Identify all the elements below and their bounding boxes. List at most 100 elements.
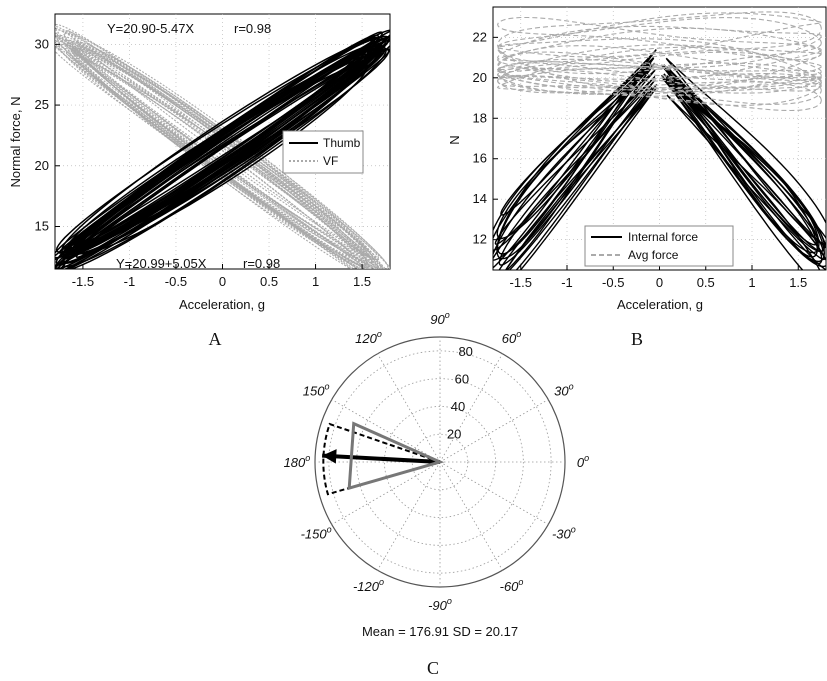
angle-value: -30 bbox=[552, 527, 572, 542]
panel-b-y-ticks: 12 14 16 18 20 22 bbox=[473, 29, 498, 247]
panel-b-legend-label-avg: Avg force bbox=[628, 248, 679, 262]
degree-mark: o bbox=[377, 329, 382, 339]
panel-c-radial-labels: 20 40 60 80 bbox=[447, 344, 473, 442]
angle-value: 60 bbox=[502, 331, 517, 346]
polar-spoke bbox=[331, 399, 441, 463]
x-tick-label: -1 bbox=[124, 274, 136, 289]
panel-c-label: C bbox=[427, 658, 439, 678]
panel-a-label: A bbox=[209, 329, 222, 349]
angle-tick-label: 90o bbox=[430, 310, 449, 327]
panel-a-equation-top: Y=20.90-5.47X bbox=[107, 21, 194, 36]
panel-c-summary: Mean = 176.91 SD = 20.17 bbox=[362, 624, 518, 639]
angle-tick-label: 150o bbox=[303, 381, 330, 398]
panel-a-legend-label-thumb: Thumb bbox=[323, 136, 361, 150]
degree-mark: o bbox=[516, 329, 521, 339]
internal-force-curve bbox=[662, 78, 820, 254]
polar-mean-arrowhead bbox=[322, 449, 337, 464]
avg-force-curve bbox=[496, 51, 822, 95]
angle-tick-label: -150o bbox=[301, 525, 332, 542]
degree-mark: o bbox=[447, 596, 452, 606]
panel-a-y-label: Normal force, N bbox=[8, 96, 23, 187]
x-tick-label: 0 bbox=[219, 274, 226, 289]
x-tick-label: -0.5 bbox=[602, 275, 624, 290]
degree-mark: o bbox=[518, 577, 523, 587]
internal-force-curve bbox=[666, 75, 826, 270]
avg-force-curve bbox=[496, 27, 822, 83]
x-tick-label: 1.5 bbox=[789, 275, 807, 290]
panel-b-legend-label-internal: Internal force bbox=[628, 230, 698, 244]
y-tick-label: 12 bbox=[473, 232, 487, 247]
polar-spoke bbox=[377, 353, 441, 463]
degree-mark: o bbox=[305, 453, 310, 463]
radial-tick-label: 40 bbox=[451, 399, 465, 414]
panel-c-shapes bbox=[322, 421, 445, 496]
panel-a-r-bottom: r=0.98 bbox=[243, 256, 280, 271]
polar-ring bbox=[356, 378, 524, 546]
angle-value: 150 bbox=[303, 383, 325, 398]
y-tick-label: 15 bbox=[35, 219, 49, 234]
internal-force-curve bbox=[665, 57, 826, 246]
panel-b-series bbox=[493, 11, 826, 270]
panel-a-chart: -1.5 -1 -0.5 0 0.5 1 1.5 15 20 25 30 Y=20.90-5.47… bbox=[8, 13, 391, 349]
avg-force-curve bbox=[497, 16, 822, 61]
angle-value: 0 bbox=[577, 455, 585, 470]
radial-tick-label: 80 bbox=[458, 344, 472, 359]
y-tick-label: 25 bbox=[35, 97, 49, 112]
angle-tick-label: -60o bbox=[500, 577, 524, 594]
polar-sd-sector bbox=[322, 422, 444, 496]
x-tick-label: -1.5 bbox=[510, 275, 532, 290]
panel-b-legend: Internal force Avg force bbox=[584, 225, 734, 267]
degree-mark: o bbox=[445, 310, 450, 320]
panel-a-legend-box bbox=[282, 130, 364, 174]
avg-force-curve bbox=[497, 73, 822, 94]
y-tick-label: 18 bbox=[473, 110, 487, 125]
loop-thumb bbox=[58, 46, 387, 269]
angle-value: 90 bbox=[430, 312, 445, 327]
loop-vf bbox=[72, 50, 373, 258]
degree-mark: o bbox=[327, 525, 332, 535]
polar-spoke bbox=[331, 461, 441, 525]
degree-mark: o bbox=[379, 577, 384, 587]
panel-a-x-label: Acceleration, g bbox=[179, 297, 265, 312]
x-tick-label: 0.5 bbox=[697, 275, 715, 290]
angle-value: 30 bbox=[554, 383, 569, 398]
polar-spoke bbox=[439, 461, 503, 571]
avg-force-curve bbox=[497, 11, 822, 63]
angle-tick-label: 0o bbox=[577, 453, 589, 470]
panel-a-legend: Thumb VF bbox=[282, 130, 364, 174]
panel-b-x-label: Acceleration, g bbox=[617, 297, 703, 312]
panel-b-label: B bbox=[631, 329, 643, 349]
polar-spoke bbox=[439, 399, 549, 463]
angle-tick-label: -30o bbox=[552, 525, 576, 542]
polar-ring bbox=[384, 406, 496, 518]
avg-force-curve bbox=[496, 46, 822, 96]
angle-value: 180 bbox=[284, 455, 306, 470]
internal-force-curve bbox=[504, 87, 658, 270]
loop-thumb bbox=[66, 49, 379, 252]
panel-b-curves bbox=[493, 11, 826, 270]
x-tick-label: 0 bbox=[656, 275, 663, 290]
degree-mark: o bbox=[584, 453, 589, 463]
angle-value: -150 bbox=[301, 527, 328, 542]
angle-value: -90 bbox=[428, 598, 448, 613]
radial-tick-label: 60 bbox=[455, 371, 469, 386]
loop-thumb bbox=[62, 47, 383, 264]
x-tick-label: -0.5 bbox=[165, 274, 187, 289]
y-tick-label: 20 bbox=[473, 70, 487, 85]
angle-value: 120 bbox=[355, 331, 377, 346]
loop-vf bbox=[63, 32, 382, 269]
panel-c-angle-labels: 0o30o60o90o120o150o180o-150o-120o-90o-60… bbox=[284, 310, 590, 613]
y-tick-label: 16 bbox=[473, 151, 487, 166]
avg-force-curve bbox=[497, 17, 822, 75]
radial-tick-label: 20 bbox=[447, 426, 461, 441]
polar-spoke bbox=[439, 461, 549, 525]
angle-tick-label: 120o bbox=[355, 329, 382, 346]
loop-vf bbox=[65, 39, 380, 260]
x-tick-label: -1.5 bbox=[72, 274, 94, 289]
x-tick-label: 1 bbox=[312, 274, 319, 289]
avg-force-curve bbox=[495, 67, 822, 90]
y-tick-label: 20 bbox=[35, 158, 49, 173]
panel-a-r-top: r=0.98 bbox=[234, 21, 271, 36]
loop-vf bbox=[62, 30, 380, 269]
panel-b-chart: -1.5 -1 -0.5 0 0.5 1 1.5 12 14 16 18 20 22 Internal… bbox=[447, 6, 827, 349]
